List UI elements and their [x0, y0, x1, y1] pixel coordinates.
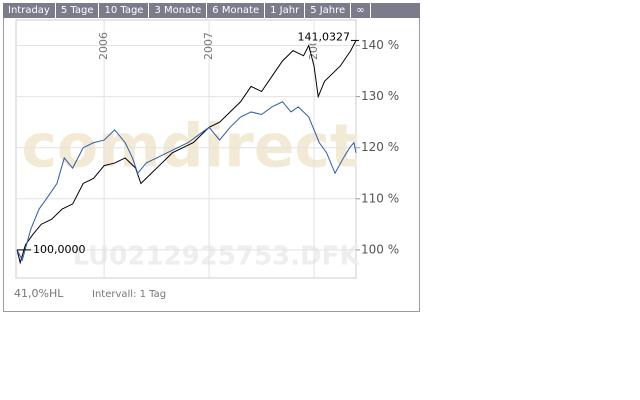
y-tick-label: 140 %	[361, 38, 399, 52]
range-tab[interactable]: 6 Monate	[207, 3, 266, 18]
y-tick-label: 110 %	[361, 191, 399, 205]
range-tab[interactable]: 5 Jahre	[305, 3, 352, 18]
range-tab[interactable]: 1 Jahr	[265, 3, 306, 18]
y-tick-label: 100 %	[361, 242, 399, 256]
price-line	[16, 101, 357, 262]
range-tab[interactable]: 5 Tage	[56, 3, 100, 18]
range-info: 41,0%HL	[14, 287, 64, 300]
plot-area	[15, 19, 357, 279]
y-tick-label: 130 %	[361, 89, 399, 103]
watermark: comdirect	[21, 112, 358, 182]
start-label: 100,0000	[33, 243, 85, 256]
range-tab[interactable]: 3 Monate	[149, 3, 208, 18]
range-tab[interactable]: Intraday	[3, 3, 56, 18]
x-tick-label: 2007	[202, 32, 215, 60]
range-tab[interactable]: ∞	[351, 3, 371, 18]
end-label: 141,0327	[298, 30, 351, 43]
label-bg	[294, 31, 350, 44]
y-tick-label: 120 %	[361, 140, 399, 154]
x-tick-label: 2006	[97, 32, 110, 60]
tab-bar: Intraday 5 Tage 10 Tage 3 Monate 6 Monate 1 J…	[3, 3, 420, 18]
price-line	[16, 40, 357, 265]
symbol-watermark: LU0212925753.DFK	[72, 242, 360, 272]
range-tab[interactable]: 10 Tage	[99, 3, 150, 18]
interval-info: Intervall: 1 Tag	[92, 289, 166, 300]
